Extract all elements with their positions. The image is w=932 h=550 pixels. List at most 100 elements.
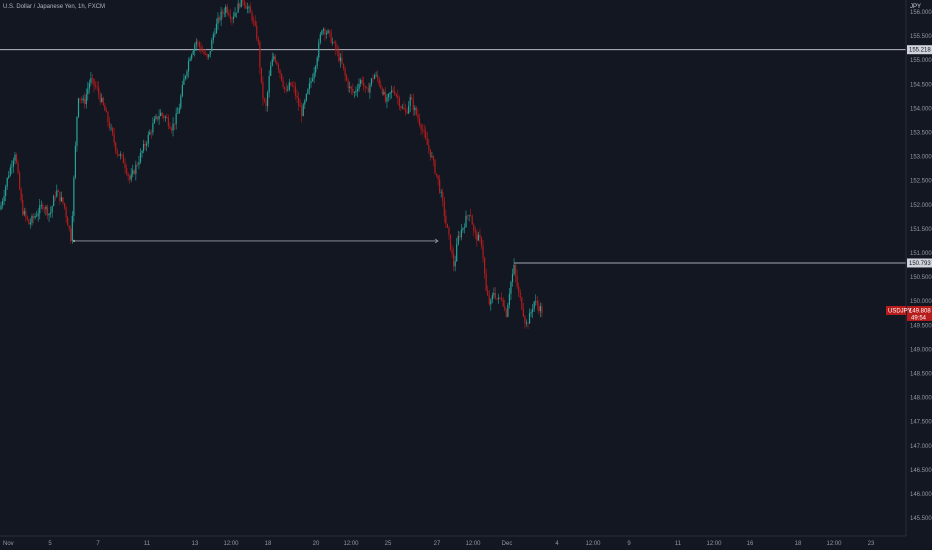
candle-body	[197, 41, 199, 43]
price-axis[interactable]: 145.500 146.000 146.500 147.000 147.500 148.0…	[910, 10, 932, 522]
candle-body	[304, 100, 306, 105]
candle-body	[246, 7, 249, 9]
candle-body	[14, 154, 16, 161]
candle-body	[184, 75, 187, 79]
candle-body	[397, 95, 399, 99]
candle-body	[164, 116, 166, 118]
price-tick-label: 149.500	[910, 323, 932, 329]
candle-body	[112, 127, 114, 134]
candle-body	[454, 261, 456, 267]
currency-label[interactable]: JPY	[910, 4, 922, 10]
symbol-tag-box	[886, 305, 906, 315]
candle-body	[6, 177, 8, 187]
candle-body	[85, 94, 87, 105]
candle-body	[375, 74, 377, 76]
candle-body	[524, 316, 526, 324]
time-tick-label: 27	[434, 541, 441, 547]
price-tick-label: 155.500	[910, 34, 932, 40]
candle-body	[201, 50, 204, 52]
candle-body	[236, 12, 238, 14]
candle-body	[380, 84, 382, 89]
time-tick-label: 9	[627, 541, 631, 547]
candle-body	[133, 170, 135, 174]
candle-body	[501, 297, 503, 300]
price-tick-label: 153.500	[910, 131, 932, 137]
candle-body	[1, 201, 4, 206]
candle-body	[102, 97, 104, 105]
candle-body	[268, 75, 270, 93]
candle-body	[181, 84, 183, 97]
candle-body	[87, 88, 89, 95]
candle-body	[333, 41, 335, 43]
candle-body	[50, 212, 52, 214]
time-tick-label: 4	[555, 541, 559, 547]
candle-body	[5, 186, 7, 196]
candle-body	[239, 3, 241, 8]
candle-body	[263, 98, 266, 101]
candle-body	[29, 222, 32, 225]
candle-body	[316, 57, 318, 67]
candle-body	[23, 210, 25, 215]
candle-body	[121, 154, 123, 156]
candle-body	[474, 230, 476, 233]
candle-body	[485, 273, 487, 291]
time-tick-label: 11	[144, 541, 151, 547]
candle-body	[296, 95, 298, 98]
candle-body	[91, 78, 94, 79]
candle-body	[156, 116, 159, 120]
candle-body	[532, 308, 534, 312]
candle-body	[313, 72, 315, 79]
candle-body	[214, 33, 216, 35]
resistance-price-tag-text: 155.218	[909, 48, 931, 54]
candle-body	[298, 97, 300, 106]
candle-body	[367, 87, 369, 93]
candle-body	[497, 297, 500, 299]
candle-body	[370, 78, 373, 85]
candle-body	[160, 112, 162, 116]
time-tick-label: 12:00	[465, 541, 481, 547]
candle-body	[155, 116, 157, 119]
candle-body	[470, 215, 472, 216]
candle-body	[491, 295, 493, 300]
candle-body	[538, 305, 540, 312]
candle-body	[149, 132, 151, 135]
price-tick-label: 149.000	[910, 347, 932, 353]
candle-body	[308, 83, 311, 90]
candle-body	[253, 20, 255, 22]
time-tick-label: Nov	[3, 541, 14, 547]
candle-body	[302, 104, 304, 117]
time-tick-label: 7	[96, 541, 100, 547]
candle-body	[144, 143, 146, 146]
candle-body	[276, 61, 278, 65]
candle-body	[191, 54, 193, 59]
candle-body	[226, 6, 228, 13]
candle-body	[94, 85, 97, 87]
price-tick-label: 151.000	[910, 251, 932, 257]
candle-body	[54, 196, 56, 197]
time-tick-label: 16	[747, 541, 754, 547]
time-axis[interactable]: Nov 5 7 11 13 12:00 18 20 12:00 25 27 12:00 Dec 4 12:0…	[3, 541, 875, 547]
candle-body	[136, 164, 138, 166]
candle-body	[465, 215, 467, 228]
candle-body	[361, 80, 363, 83]
candle-body	[347, 80, 349, 88]
candle-body	[132, 170, 134, 175]
candle-body	[101, 97, 103, 102]
candle-body	[116, 150, 118, 155]
candle-body	[220, 11, 222, 21]
candle-body	[480, 237, 483, 246]
candle-body	[456, 244, 458, 262]
candle-body	[477, 234, 479, 241]
candle-body	[170, 128, 173, 131]
candle-body	[57, 190, 59, 192]
candle-body	[507, 304, 509, 317]
candle-body	[231, 18, 233, 20]
candle-body	[431, 156, 433, 157]
candle-body	[256, 25, 258, 39]
horizontal-levels[interactable]	[0, 49, 906, 264]
candle-body	[415, 107, 417, 115]
candle-body	[338, 51, 340, 62]
candle-body	[280, 73, 283, 81]
candle-body	[310, 80, 312, 84]
